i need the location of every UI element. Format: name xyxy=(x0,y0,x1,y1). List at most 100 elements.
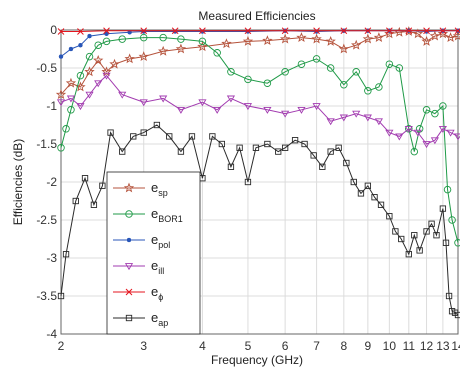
data-point-e_phi xyxy=(454,27,460,35)
data-point-e_pol xyxy=(104,31,109,37)
data-point-e_sp xyxy=(325,35,336,46)
data-point-e_BOR1 xyxy=(375,83,383,91)
data-point-e_ap xyxy=(411,232,418,239)
data-point-e_ill xyxy=(326,118,335,126)
data-point-e_ap xyxy=(377,201,385,208)
data-point-e_phi xyxy=(171,27,179,35)
data-point-e_sp xyxy=(109,58,120,69)
data-point-e_sp xyxy=(421,35,432,46)
x-tick-label: 5 xyxy=(245,339,252,353)
data-point-e_BOR1 xyxy=(422,106,431,114)
data-point-e_sp xyxy=(429,30,441,41)
data-point-e_sp xyxy=(157,45,169,56)
data-point-e_ap xyxy=(433,232,440,239)
legend-label-e_sp: esp xyxy=(151,180,168,198)
data-point-e_sp xyxy=(311,33,322,44)
data-point-e_ap xyxy=(281,144,289,151)
legend-label-e_pol: epol xyxy=(151,232,170,250)
data-point-e_BOR1 xyxy=(67,106,75,114)
data-point-e_sp xyxy=(412,28,424,39)
data-point-e_ap xyxy=(416,247,423,254)
x-tick-label: 3 xyxy=(140,339,147,353)
series-e_pol xyxy=(58,28,460,59)
data-point-e_ap xyxy=(62,251,70,258)
data-point-e_sp xyxy=(452,30,460,41)
legend-label-sub: ap xyxy=(158,318,168,328)
data-point-e_ill xyxy=(422,141,431,149)
data-point-e_phi xyxy=(140,27,148,35)
data-point-e_ap xyxy=(319,163,326,170)
data-point-e_BOR1 xyxy=(263,79,272,87)
data-point-e_ap xyxy=(275,148,282,155)
data-point-e_sp xyxy=(362,33,374,44)
legend-label-sub: ϕ xyxy=(158,292,163,302)
legend-label-e_ill: eill xyxy=(151,258,164,276)
data-point-e_ap xyxy=(153,121,161,129)
data-point-e_phi xyxy=(313,27,320,35)
data-point-e_ill xyxy=(118,91,127,99)
data-point-e_ap xyxy=(439,205,447,212)
data-point-e_BOR1 xyxy=(118,35,126,43)
legend-swatch-marker xyxy=(124,263,134,271)
data-point-e_sp xyxy=(93,54,104,65)
data-point-e_ap xyxy=(398,235,405,243)
data-point-e_ap xyxy=(130,133,137,140)
data-point-e_phi xyxy=(103,27,110,35)
data-point-e_ill xyxy=(159,95,168,103)
x-axis-label: Frequency (GHz) xyxy=(211,353,303,367)
data-point-e_BOR1 xyxy=(198,37,207,46)
data-point-e_BOR1 xyxy=(85,52,94,61)
data-point-e_BOR1 xyxy=(454,239,460,247)
data-point-e_ap xyxy=(327,148,334,155)
data-point-e_phi xyxy=(281,27,289,35)
data-point-e_BOR1 xyxy=(62,125,70,133)
data-point-e_ill xyxy=(438,125,447,133)
data-point-e_ill xyxy=(453,133,460,141)
data-point-e_ill xyxy=(102,72,111,80)
y-axis: 0 -0.5 -1 -1.5 -2 -2.5 -3 -3.5 -4 xyxy=(36,23,57,341)
legend-label-sub: ill xyxy=(158,266,164,276)
data-point-e_ap xyxy=(99,182,106,189)
y-tick-label: -3.5 xyxy=(36,289,57,303)
x-tick-label: 2 xyxy=(58,339,65,353)
data-point-e_ap xyxy=(107,129,114,136)
data-point-e_sp xyxy=(221,38,232,49)
data-point-e_BOR1 xyxy=(326,64,335,72)
data-point-e_ill xyxy=(404,125,413,133)
data-point-e_ill xyxy=(430,137,439,145)
data-point-e_ill xyxy=(413,129,422,137)
series-e_phi xyxy=(57,27,460,35)
x-tick-label: 11 xyxy=(403,339,416,353)
data-point-e_ap xyxy=(405,251,412,258)
data-point-e_ap xyxy=(166,133,173,140)
data-point-e_sp xyxy=(242,35,254,46)
y-tick-label: 0 xyxy=(50,23,57,37)
data-point-e_ap xyxy=(335,144,342,151)
y-tick-label: -1 xyxy=(46,99,57,113)
data-point-e_ap xyxy=(428,220,435,227)
legend-label-sub: BOR1 xyxy=(158,214,183,224)
data-point-e_ap xyxy=(227,163,235,170)
data-point-e_ap xyxy=(291,137,299,144)
data-point-e_ap xyxy=(423,228,430,235)
series-e_ill xyxy=(56,72,460,149)
data-point-e_sp xyxy=(197,41,208,52)
data-point-e_ap xyxy=(244,178,252,186)
data-point-e_phi xyxy=(405,27,413,35)
data-point-e_BOR1 xyxy=(94,41,102,49)
data-point-e_ap xyxy=(188,133,196,140)
data-point-e_ap xyxy=(371,194,378,201)
data-point-e_ill xyxy=(339,114,348,122)
data-point-e_BOR1 xyxy=(139,33,148,42)
series-e_BOR1 xyxy=(57,33,460,247)
data-point-e_BOR1 xyxy=(312,55,321,63)
data-point-e_ill xyxy=(363,114,372,122)
data-point-e_sp xyxy=(403,26,414,36)
data-point-e_sp xyxy=(124,53,135,64)
data-point-e_ill xyxy=(374,118,383,126)
data-point-e_sp xyxy=(296,32,307,43)
data-point-e_ap xyxy=(301,140,308,148)
data-point-e_ap xyxy=(357,190,365,197)
data-point-e_phi xyxy=(386,27,393,35)
data-point-e_ill xyxy=(352,110,361,118)
